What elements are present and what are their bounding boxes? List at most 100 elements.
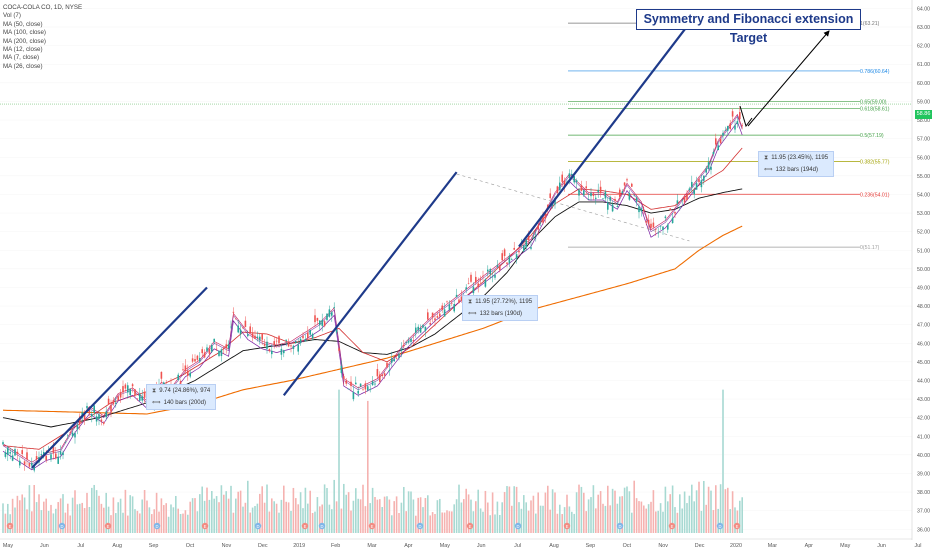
candle-body: [237, 325, 239, 333]
volume-bar: [194, 498, 196, 533]
volume-bar: [67, 503, 69, 533]
candle-body: [110, 405, 112, 412]
event-letter: E: [371, 524, 374, 529]
candle-body: [467, 283, 470, 284]
candle-body: [436, 316, 439, 318]
volume-bar: [232, 512, 235, 533]
candle-body: [323, 321, 326, 327]
price-tick-label: 45.00: [917, 360, 930, 366]
dashed-projection: [456, 173, 690, 242]
volume-bar: [64, 512, 67, 533]
candle-body: [98, 414, 100, 420]
legend-symbol[interactable]: COCA-COLA CO, 1D, NYSE: [3, 4, 83, 11]
volume-bar: [127, 515, 129, 533]
measure-box-2[interactable]: ⧗ 11.95 (27.72%), 1195 ⟺ 132 bars (190d): [462, 295, 539, 321]
volume-bar: [347, 492, 350, 533]
legend-ma200[interactable]: MA (200, close): [3, 37, 46, 45]
candle-body: [247, 334, 249, 337]
candle-body: [573, 176, 575, 183]
dividend-icon: [254, 522, 262, 530]
time-tick-label: Aug: [112, 543, 122, 549]
volume-bar: [59, 498, 62, 533]
candle-body: [638, 206, 640, 213]
event-letter: D: [155, 524, 158, 529]
candle-body: [50, 454, 52, 460]
candle-body: [657, 232, 659, 234]
candle-body: [739, 112, 741, 120]
volume-bar: [261, 486, 263, 533]
measure-box-3[interactable]: ⧗ 11.95 (23.45%), 1195 ⟺ 132 bars (194d): [758, 151, 835, 177]
candle-body: [556, 186, 559, 193]
volume-bar: [295, 498, 297, 533]
volume-bars: [2, 389, 743, 533]
volume-bar: [16, 495, 19, 533]
volume-bar: [141, 499, 143, 533]
volume-bar: [388, 499, 391, 533]
candle-body: [374, 383, 376, 385]
legend-ma12[interactable]: MA (12, close): [3, 46, 43, 54]
volume-bar: [542, 505, 544, 533]
volume-bar: [448, 511, 451, 533]
candle-body: [631, 183, 633, 187]
candle-body: [616, 206, 619, 208]
volume-bar: [280, 499, 283, 533]
candle-body: [275, 340, 278, 342]
candle-body: [542, 217, 544, 223]
legend-volume[interactable]: Vol (7): [3, 12, 21, 20]
measure-box-1[interactable]: ⧗ 9.74 (24.86%), 974 ⟺ 140 bars (200d): [146, 384, 217, 410]
earnings-icon: [733, 522, 741, 530]
volume-bar: [703, 480, 705, 533]
volume-bar: [357, 498, 359, 533]
volume-bar: [299, 492, 302, 533]
event-letter: E: [736, 524, 739, 529]
volume-bar: [278, 512, 280, 533]
candle-body: [352, 392, 355, 400]
legend-ma100[interactable]: MA (100, close): [3, 29, 46, 37]
volume-bar: [83, 508, 86, 533]
earnings-icon: [466, 522, 474, 530]
volume-bar: [422, 507, 424, 533]
legend-ma50[interactable]: MA (50, close): [3, 20, 43, 28]
candle-body: [290, 345, 292, 347]
volume-bar: [93, 484, 95, 533]
legend-ma26[interactable]: MA (26, close): [3, 62, 43, 70]
volume-bar: [43, 501, 45, 533]
fib-level-label: 0(51.17): [860, 245, 880, 251]
candle-body: [623, 182, 626, 186]
candle-body: [211, 345, 213, 352]
candle-body: [441, 305, 443, 310]
candle-body: [602, 198, 604, 200]
volume-bar: [355, 488, 357, 533]
volume-bar: [242, 506, 244, 533]
volume-bar: [729, 509, 731, 533]
volume-bar: [100, 503, 103, 533]
candle-body: [655, 229, 657, 230]
candle-body: [340, 365, 343, 374]
candle-body: [194, 359, 196, 362]
volume-bar: [163, 505, 165, 533]
candle-body: [328, 309, 331, 317]
candle-body: [650, 223, 652, 228]
candle-body: [316, 317, 319, 321]
volume-bar: [475, 501, 477, 533]
candle-body: [299, 338, 302, 344]
volume-bar: [719, 484, 722, 533]
volume-bar: [110, 515, 112, 533]
volume-bar: [220, 485, 223, 533]
volume-bar: [237, 491, 239, 533]
price-tick-label: 63.00: [917, 25, 930, 31]
price-tick-label: 42.00: [917, 416, 930, 422]
candle-body: [549, 193, 551, 199]
annotation-title[interactable]: Symmetry and Fibonacci extension Target: [636, 9, 861, 45]
candle-body: [679, 206, 681, 208]
fib-level-label: 1(63.21): [860, 21, 880, 27]
candle-body: [527, 234, 530, 241]
candle-body: [218, 350, 220, 356]
volume-bar: [424, 498, 427, 533]
volume-bar: [427, 495, 429, 533]
legend-ma7[interactable]: MA (7, close): [3, 54, 40, 62]
price-tick-label: 62.00: [917, 44, 930, 50]
volume-bar: [40, 510, 43, 533]
candle-body: [179, 381, 182, 384]
